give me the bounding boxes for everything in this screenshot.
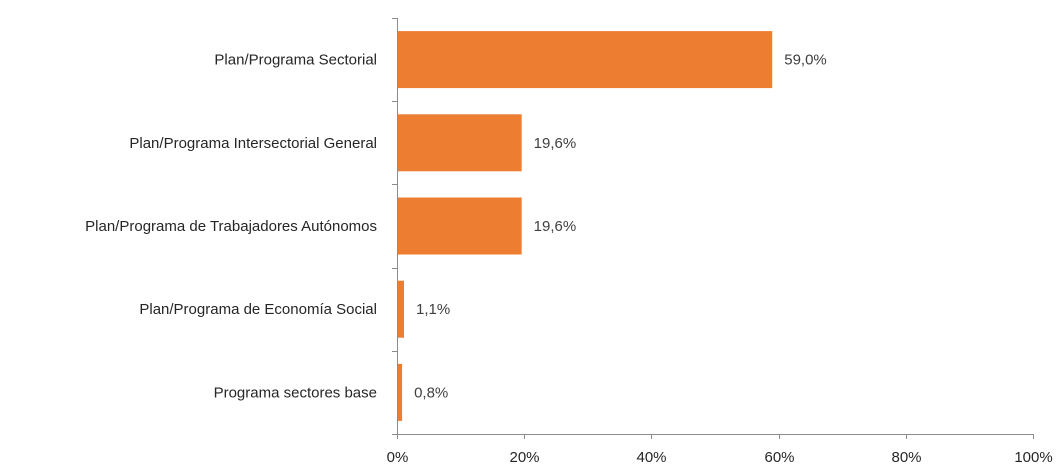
data-label: 1,1% [416, 301, 450, 318]
bar [398, 114, 522, 172]
x-tick-label: 60% [764, 449, 794, 466]
data-label: 19,6% [534, 218, 577, 235]
data-label: 19,6% [534, 135, 577, 152]
bar [398, 280, 404, 338]
category-label: Plan/Programa Sectorial [214, 52, 377, 69]
bar [398, 363, 403, 421]
x-tick-label: 100% [1014, 449, 1052, 466]
category-label: Programa sectores base [214, 384, 377, 401]
bar [398, 197, 522, 255]
category-label: Plan/Programa de Trabajadores Autónomos [85, 218, 377, 235]
x-tick-label: 80% [891, 449, 921, 466]
category-label: Plan/Programa de Economía Social [139, 301, 377, 318]
data-label: 59,0% [784, 52, 827, 69]
bar [398, 31, 773, 89]
data-label: 0,8% [414, 384, 448, 401]
category-label: Plan/Programa Intersectorial General [129, 135, 377, 152]
x-tick-label: 40% [636, 449, 666, 466]
x-tick-label: 20% [509, 449, 539, 466]
x-tick-label: 0% [387, 449, 409, 466]
